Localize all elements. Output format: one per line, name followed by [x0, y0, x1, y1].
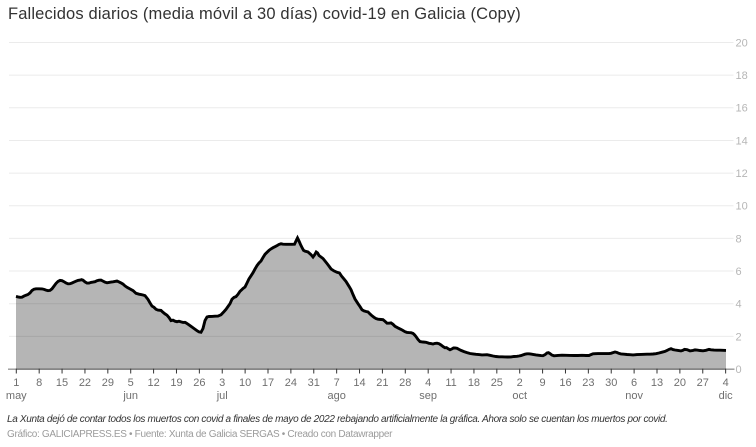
svg-text:14: 14 [353, 377, 365, 389]
svg-text:26: 26 [193, 377, 205, 389]
svg-text:jun: jun [122, 390, 138, 402]
svg-text:22: 22 [79, 377, 91, 389]
svg-text:12: 12 [736, 168, 748, 180]
svg-text:oct: oct [512, 390, 527, 402]
svg-text:6: 6 [736, 266, 742, 278]
svg-text:16: 16 [559, 377, 571, 389]
svg-text:20: 20 [674, 377, 686, 389]
svg-text:10: 10 [239, 377, 251, 389]
svg-text:25: 25 [491, 377, 503, 389]
svg-text:ago: ago [327, 390, 345, 402]
svg-text:jul: jul [216, 390, 228, 402]
svg-text:8: 8 [736, 233, 742, 245]
svg-text:9: 9 [540, 377, 546, 389]
svg-text:10: 10 [736, 201, 748, 213]
svg-text:5: 5 [128, 377, 134, 389]
svg-text:21: 21 [376, 377, 388, 389]
svg-text:0: 0 [736, 364, 742, 376]
svg-text:17: 17 [262, 377, 274, 389]
svg-text:20: 20 [736, 37, 748, 49]
svg-text:28: 28 [399, 377, 411, 389]
svg-text:18: 18 [468, 377, 480, 389]
svg-text:23: 23 [582, 377, 594, 389]
svg-text:2: 2 [517, 377, 523, 389]
svg-text:18: 18 [736, 70, 748, 82]
svg-text:27: 27 [697, 377, 709, 389]
svg-text:6: 6 [631, 377, 637, 389]
svg-text:may: may [6, 390, 27, 402]
svg-text:11: 11 [445, 377, 456, 389]
svg-text:8: 8 [36, 377, 42, 389]
svg-text:12: 12 [147, 377, 159, 389]
svg-text:15: 15 [56, 377, 68, 389]
svg-text:31: 31 [308, 377, 320, 389]
svg-text:19: 19 [170, 377, 182, 389]
svg-text:3: 3 [219, 377, 225, 389]
svg-text:nov: nov [625, 390, 643, 402]
svg-text:2: 2 [736, 331, 742, 343]
svg-text:4: 4 [736, 299, 742, 311]
svg-text:4: 4 [723, 377, 729, 389]
svg-text:24: 24 [285, 377, 297, 389]
svg-text:sep: sep [419, 390, 437, 402]
svg-text:16: 16 [736, 103, 748, 115]
svg-text:4: 4 [425, 377, 431, 389]
svg-text:30: 30 [605, 377, 617, 389]
svg-text:7: 7 [334, 377, 340, 389]
svg-text:29: 29 [102, 377, 114, 389]
svg-text:1: 1 [13, 377, 19, 389]
svg-text:dic: dic [719, 390, 734, 402]
svg-text:14: 14 [736, 135, 748, 147]
svg-text:13: 13 [651, 377, 663, 389]
